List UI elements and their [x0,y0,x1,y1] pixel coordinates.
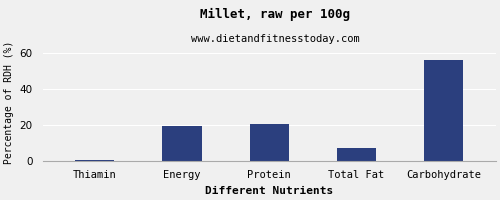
Bar [250,124,289,161]
Bar [337,148,376,161]
Bar [424,60,463,161]
Bar [76,160,114,161]
X-axis label: Different Nutrients: Different Nutrients [205,186,334,196]
Text: www.dietandfitnesstoday.com: www.dietandfitnesstoday.com [190,34,360,44]
Text: Millet, raw per 100g: Millet, raw per 100g [200,8,350,21]
Y-axis label: Percentage of RDH (%): Percentage of RDH (%) [4,41,14,164]
Bar [162,126,202,161]
